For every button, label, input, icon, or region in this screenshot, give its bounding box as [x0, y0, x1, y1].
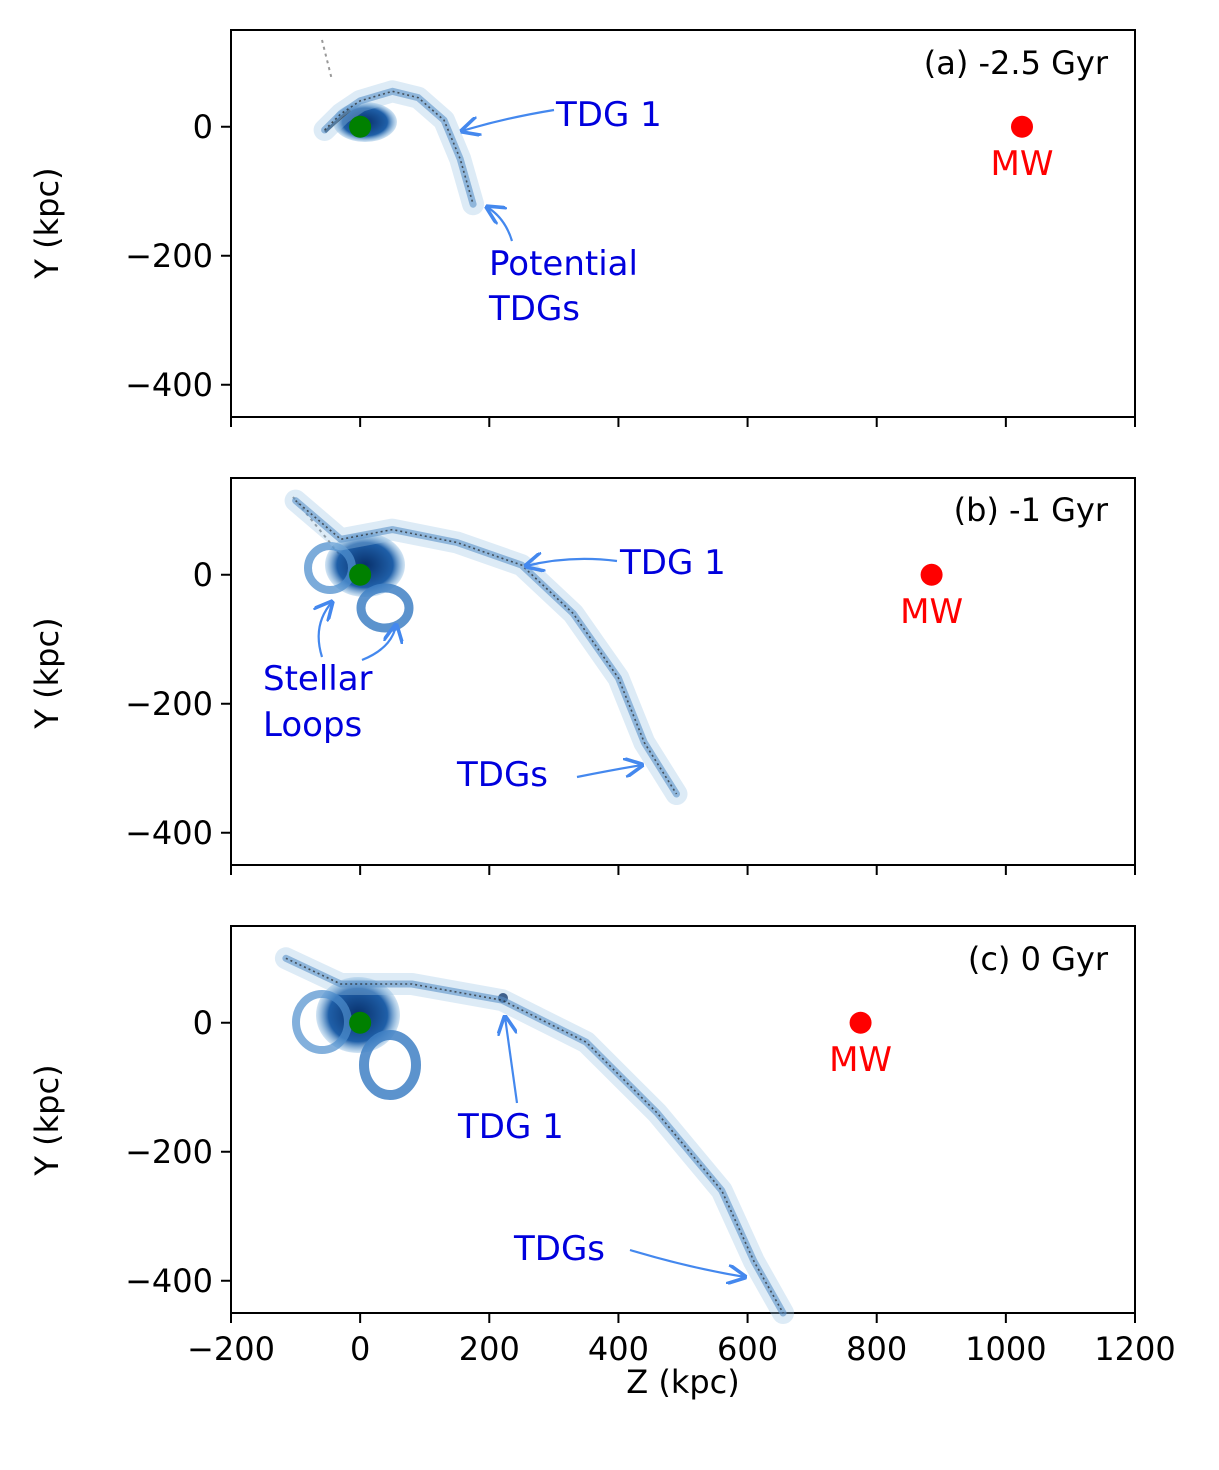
y-axis-title: Y (kpc) — [28, 1064, 66, 1176]
panel-a: MW 0 −200 −400 (a) -2.5 Gyr Y (kpc) TDG 1 … — [28, 29, 1136, 427]
plot-frame — [230, 477, 1136, 866]
x-tick-label: 0 — [350, 1330, 370, 1368]
annotation-arrow — [487, 207, 514, 242]
y-tick-label: −200 — [125, 237, 213, 275]
panel-c: MW −200 0 200 400 600 800 1000 1200 0 −200 −400 (c… — [28, 925, 1176, 1401]
annotation-arrow — [526, 559, 618, 566]
markers: MW — [349, 563, 963, 632]
y-tick-label: −200 — [125, 685, 213, 723]
annotations: TDG 1 Stellar Loops TDGs — [263, 543, 726, 795]
x-tick-label: 1000 — [965, 1330, 1046, 1368]
mw-marker — [1011, 115, 1033, 138]
annotation-arrow — [629, 1248, 745, 1277]
annotation-tdgs: TDGs — [513, 1229, 605, 1269]
x-tick-label: 200 — [459, 1330, 520, 1368]
host-galaxy-marker — [349, 1011, 372, 1034]
annotation-potential-tdgs: Potential TDGs — [488, 244, 649, 329]
annotation-arrow — [576, 765, 642, 779]
y-tick-label: −400 — [125, 366, 213, 404]
markers: MW — [349, 1011, 892, 1080]
axis-ticks: 0 −200 −400 — [125, 108, 1136, 427]
annotation-arrow — [361, 625, 396, 662]
y-tick-label: −400 — [125, 814, 213, 852]
stream-core — [285, 957, 784, 1314]
annotation-arrow — [319, 602, 332, 658]
axis-ticks: 0 −200 −400 — [125, 556, 1136, 875]
host-galaxy-marker — [349, 563, 372, 586]
panel-label: (c) 0 Gyr — [968, 940, 1109, 978]
markers: MW — [349, 115, 1054, 184]
mw-label: MW — [829, 1040, 892, 1080]
annotation-tdg1: TDG 1 — [457, 1107, 564, 1147]
mw-label: MW — [900, 592, 963, 632]
plot-frame — [230, 925, 1136, 1314]
tidal-stream — [313, 80, 485, 216]
annotation-arrow — [505, 1017, 519, 1104]
panel-b: MW 0 −200 −400 (b) -1 Gyr Y (kpc) TDG 1 St… — [28, 477, 1136, 875]
mw-marker — [920, 563, 943, 586]
annotation-tdg1: TDG 1 — [555, 95, 662, 135]
y-tick-label: 0 — [193, 556, 213, 594]
x-tick-label: 800 — [846, 1330, 907, 1368]
annotation-tdg1: TDG 1 — [619, 543, 726, 583]
x-tick-label: 400 — [588, 1330, 649, 1368]
axis-ticks: −200 0 200 400 600 800 1000 1200 0 −200 −400 — [125, 1004, 1176, 1368]
mw-label: MW — [991, 144, 1054, 184]
tidal-stream — [284, 489, 688, 805]
x-axis-title: Z (kpc) — [626, 1363, 740, 1401]
mw-marker — [849, 1011, 872, 1034]
stream-core — [324, 90, 474, 205]
panel-label: (a) -2.5 Gyr — [924, 44, 1109, 82]
annotation-tdgs: TDGs — [456, 755, 548, 795]
annotations: TDG 1 TDGs — [457, 1017, 745, 1277]
y-tick-label: −200 — [125, 1133, 213, 1171]
plot-frame — [230, 29, 1136, 418]
y-tick-label: 0 — [193, 108, 213, 146]
stream-core — [295, 499, 678, 795]
y-axis-title: Y (kpc) — [28, 167, 66, 279]
host-galaxy-marker — [349, 115, 372, 138]
y-tick-label: −400 — [125, 1262, 213, 1300]
y-axis-title: Y (kpc) — [28, 617, 66, 729]
tidal-stream — [274, 947, 795, 1324]
y-tick-label: 0 — [193, 1004, 213, 1042]
x-tick-label: −200 — [187, 1330, 275, 1368]
annotation-stellar-loops: Stellar Loops — [263, 659, 383, 745]
x-tick-label: 1200 — [1094, 1330, 1175, 1368]
x-tick-label: 600 — [717, 1330, 778, 1368]
annotation-arrow — [462, 108, 555, 131]
annotations: TDG 1 Potential TDGs — [462, 95, 662, 329]
panel-label: (b) -1 Gyr — [954, 491, 1109, 529]
